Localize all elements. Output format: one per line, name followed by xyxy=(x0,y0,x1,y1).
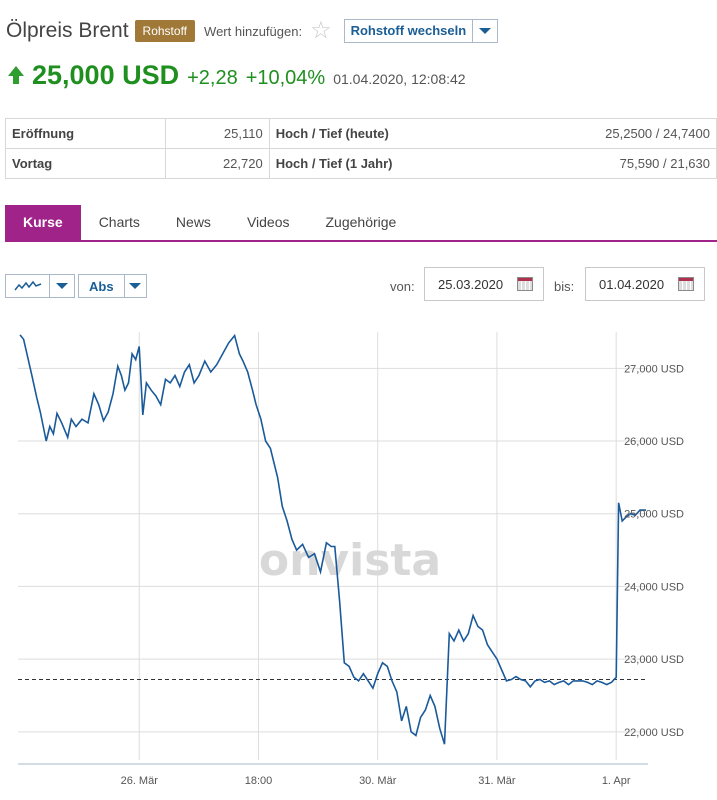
x-tick-label: 26. Mär xyxy=(121,775,159,787)
x-tick-label: 30. Mär xyxy=(359,775,397,787)
add-to-watchlist-label: Wert hinzufügen: xyxy=(204,23,303,39)
switch-commodity-label[interactable]: Rohstoff wechseln xyxy=(345,20,474,42)
from-date-value[interactable]: 25.03.2020 xyxy=(438,276,504,292)
y-tick-label: 27,000 USD xyxy=(624,363,684,375)
chevron-down-icon[interactable] xyxy=(50,275,74,297)
y-tick-label: 24,000 USD xyxy=(624,581,684,593)
chevron-down-icon[interactable] xyxy=(125,275,146,297)
price-chart[interactable]: onvista 22,000 USD 23,000 USD 24,000 USD 25… xyxy=(0,320,717,790)
x-tick-label: 18:00 xyxy=(245,775,273,787)
value-mode-label-box[interactable]: Abs xyxy=(79,275,125,297)
horizontal-gridlines xyxy=(18,367,648,733)
watermark: onvista xyxy=(259,535,441,586)
instrument-title: Ölpreis Brent xyxy=(6,19,129,42)
line-chart-icon[interactable] xyxy=(6,275,50,297)
current-price: 25,000 USD xyxy=(32,60,180,90)
open-label: Eröffnung xyxy=(5,118,166,149)
x-axis-labels: 26. Mär 18:00 30. Mär 31. Mär 1. Apr xyxy=(121,775,631,787)
tab-bar: Kurse Charts News Videos Zugehörige xyxy=(5,205,717,242)
tab-videos[interactable]: Videos xyxy=(246,214,290,230)
calendar-icon[interactable] xyxy=(678,277,694,291)
change-percent: +10,04% xyxy=(245,67,326,89)
previous-close-label: Vortag xyxy=(5,148,166,179)
y-tick-label: 25,000 USD xyxy=(624,509,684,521)
instrument-header: Ölpreis Brent Rohstoff Wert hinzufügen: … xyxy=(6,16,499,46)
tab-zugehoerige[interactable]: Zugehörige xyxy=(325,214,397,230)
chart-type-dropdown[interactable] xyxy=(5,274,75,298)
vertical-gridlines xyxy=(138,332,617,760)
y-tick-label: 23,000 USD xyxy=(624,654,684,666)
high-low-year-value: 75,590 / 21,630 xyxy=(443,148,717,179)
high-low-year-label: Hoch / Tief (1 Jahr) xyxy=(268,148,444,179)
arrow-up-icon xyxy=(8,66,24,86)
quote-datetime: 01.04.2020, 12:08:42 xyxy=(333,71,466,87)
high-low-today-value: 25,2500 / 24,7400 xyxy=(443,118,717,149)
x-tick-label: 1. Apr xyxy=(602,775,631,787)
y-tick-label: 26,000 USD xyxy=(624,436,684,448)
calendar-icon[interactable] xyxy=(517,277,533,291)
open-value: 25,110 xyxy=(164,118,270,149)
tab-kurse[interactable]: Kurse xyxy=(5,205,81,240)
value-mode-dropdown[interactable]: Abs xyxy=(78,274,147,298)
table-row: Vortag 22,720 Hoch / Tief (1 Jahr) 75,59… xyxy=(5,148,717,179)
change-absolute: +2,28 xyxy=(187,67,238,89)
quote-line: 25,000 USD +2,28 +10,04% 01.04.2020, 12:… xyxy=(8,60,466,94)
y-tick-label: 22,000 USD xyxy=(624,727,684,739)
tab-charts[interactable]: Charts xyxy=(98,214,140,230)
from-label: von: xyxy=(390,279,415,294)
x-tick-label: 31. Mär xyxy=(478,775,516,787)
from-date-input[interactable]: 25.03.2020 xyxy=(424,267,544,301)
to-date-input[interactable]: 01.04.2020 xyxy=(585,267,705,301)
price-series-line xyxy=(19,333,646,745)
to-label: bis: xyxy=(554,279,575,294)
value-mode-label[interactable]: Abs xyxy=(89,278,114,294)
switch-commodity-dropdown[interactable]: Rohstoff wechseln xyxy=(343,19,499,43)
previous-close-value: 22,720 xyxy=(164,148,270,179)
star-icon[interactable]: ☆ xyxy=(310,17,332,44)
to-date-value[interactable]: 01.04.2020 xyxy=(599,276,665,292)
high-low-today-label: Hoch / Tief (heute) xyxy=(268,118,444,149)
chart-toolbar: Abs von: 25.03.2020 bis: 01.04.2020 xyxy=(5,267,710,301)
tab-news[interactable]: News xyxy=(175,214,211,230)
table-row: Eröffnung 25,110 Hoch / Tief (heute) 25,… xyxy=(5,118,717,149)
chevron-down-icon[interactable] xyxy=(473,20,497,42)
stats-table: Eröffnung 25,110 Hoch / Tief (heute) 25,… xyxy=(5,118,717,179)
category-badge[interactable]: Rohstoff xyxy=(134,20,196,42)
y-axis-labels: 22,000 USD 23,000 USD 24,000 USD 25,000 USD… xyxy=(624,363,684,738)
